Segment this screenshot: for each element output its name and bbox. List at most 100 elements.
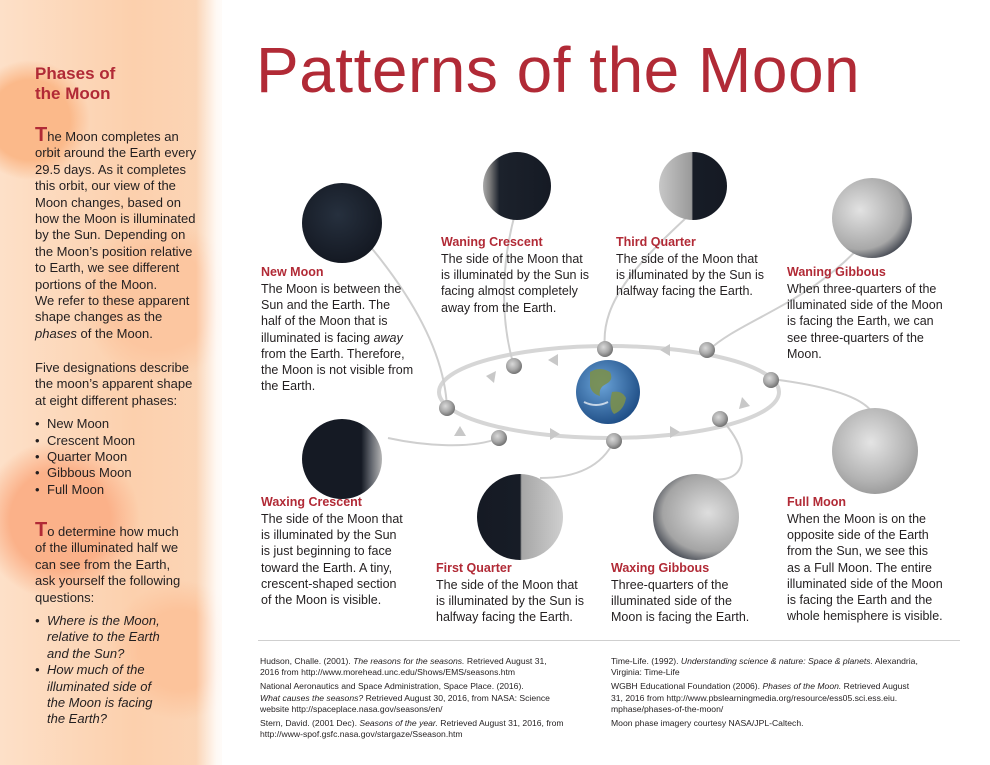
orbit-moon-waxing-gibbous (712, 411, 728, 427)
earth-landmass (590, 369, 626, 414)
sidebar-designations-paragraph: Five designations describe the moon’s ap… (35, 360, 210, 499)
description-line: Moon. (787, 346, 822, 361)
reference-entry: National Aeronautics and Space Administr… (260, 681, 605, 692)
moon-image-waning-crescent (483, 152, 551, 220)
reference-line: WGBH Educational Foundation (2006). Phas… (611, 681, 961, 692)
description-line: The side of the Moon that (616, 252, 758, 266)
connector-line (503, 199, 520, 367)
reference-title: Seasons of the year. (359, 718, 438, 729)
sidebar-title-line2: the Moon (35, 84, 111, 103)
drop-cap: T (35, 519, 48, 541)
description-line: is illuminated by the Sun is (436, 594, 584, 609)
reference-line: Time-Life. (1992). Understanding science… (611, 656, 961, 667)
description-line: Moon is facing the Earth. (611, 610, 750, 625)
connector-line (387, 437, 500, 447)
moon-image-full (832, 408, 918, 494)
description-line: the Earth. (261, 379, 316, 394)
description-line: of the Moon is visible. (261, 593, 382, 608)
description-line: from the Earth. Therefore, (261, 346, 405, 361)
designations-line: the moon’s apparent shape (35, 376, 193, 392)
orbit-arrow (670, 426, 680, 438)
reference-line: National Aeronautics and Space Administr… (260, 681, 524, 692)
question-line: the Moon is facing (47, 695, 153, 711)
intro-line: portions of the Moon. (35, 276, 158, 292)
page-title: Patterns of the Moon (256, 34, 861, 106)
intro-line: this orbit, our view of the (35, 178, 176, 194)
reference-text: Retrieved August 30, 2016, from NASA: Sc… (363, 692, 550, 703)
designations-line: Five designations describe (35, 360, 189, 375)
list-item: New Moon (35, 416, 210, 433)
connector-line (708, 231, 873, 351)
reference-line: Virginia: Time-Life (611, 667, 680, 678)
list-item: Quarter Moon (35, 449, 210, 466)
reference-text: Stern, David. (2001 Dec). (260, 718, 360, 729)
moon-image-first-quarter (477, 474, 563, 560)
intro-line: phases of the Moon. (35, 326, 210, 342)
description-line: is illuminated by the Sun is (616, 268, 764, 283)
intro-text: of the Moon. (76, 325, 153, 341)
description-line: Sun and the Earth. The (261, 298, 391, 313)
reference-line: website http://spaceplace.nasa.gov/seaso… (260, 703, 443, 714)
drop-cap: T (35, 124, 48, 146)
references-right-column: Time-Life. (1992). Understanding science… (611, 656, 961, 729)
reference-title: The reasons for the seasons. (353, 656, 465, 666)
intro-line: We refer to these apparent (35, 293, 190, 309)
question-line: and the Sun? (47, 645, 125, 661)
phase-description-waning-crescent: The side of the Moon that is illuminated… (441, 251, 611, 316)
list-item: Gibbous Moon (35, 465, 210, 482)
phase-title-waxing-crescent: Waxing Crescent (261, 495, 362, 509)
intro-text: he Moon completes an (47, 129, 179, 144)
reference-text: Time-Life. (1992). (611, 656, 681, 666)
list-item: How much of the illuminated side of the … (35, 662, 210, 728)
description-line: The side of the Moon that (261, 512, 403, 526)
reference-text: Alexandria, (872, 656, 918, 666)
intro-line: to Earth, we see different (35, 260, 180, 276)
orbit-arrow (486, 371, 496, 383)
moon-image-new (302, 183, 382, 263)
reference-title: Understanding science & nature: Space & … (680, 656, 873, 666)
description-line: When three-quarters of the (787, 282, 937, 296)
phase-description-new-moon: The Moon is between the Sun and the Eart… (261, 281, 441, 394)
description-line: crescent-shaped section (261, 576, 397, 591)
orbit-arrow (550, 428, 560, 440)
phase-description-waxing-crescent: The side of the Moon that is illuminated… (261, 511, 431, 608)
intro-line: how the Moon is illuminated (35, 211, 196, 227)
reference-line: 31, 2016 from http://www.pbslearningmedi… (611, 692, 898, 703)
description-line: is illuminated by the Sun (261, 528, 397, 543)
reference-line: 2016 from http://www.morehead.unc.edu/Sh… (260, 667, 516, 678)
reference-title: Phases of the Moon. (762, 681, 842, 692)
reference-entry: What causes the seasons? Retrieved Augus… (260, 693, 605, 715)
reference-entry: Stern, David. (2001 Dec). Seasons of the… (260, 718, 605, 740)
intro-line: 29.5 days. As it completes (35, 161, 187, 177)
intro-line: orbit around the Earth every (35, 145, 197, 161)
question-line: illuminated side of (47, 678, 152, 694)
intro-line: shape changes as the (35, 309, 163, 325)
description-line: illuminated side of the (611, 594, 732, 609)
reference-title: What causes the seasons? (260, 692, 364, 703)
intro-line: Moon changes, based on (35, 194, 181, 210)
orbit-moon-first-quarter (606, 433, 622, 449)
designations-line: at eight different phases: (35, 392, 178, 408)
connector-line (603, 204, 701, 349)
question-line: How much of the (47, 662, 145, 678)
reference-entry: Time-Life. (1992). Understanding science… (611, 656, 961, 678)
description-line: halfway facing the Earth. (436, 610, 573, 625)
moon-image-waning-gibbous (832, 178, 912, 258)
sidebar-heading: Phases of the Moon (35, 64, 210, 104)
orbit-arrow (739, 397, 750, 409)
reference-text: Retrieved August 31, (464, 656, 547, 666)
orbit-moon-waning-gibbous (699, 342, 715, 358)
description-line: half of the Moon that is (261, 314, 388, 329)
description-line: toward the Earth. A tiny, (261, 560, 393, 575)
phase-title-waning-crescent: Waning Crescent (441, 235, 543, 249)
references-left-column: Hudson, Challe. (2001). The reasons for … (260, 656, 605, 740)
reference-line: http://www-spof.gsfc.nasa.gov/stargaze/S… (260, 729, 463, 740)
intro-line: The Moon completes an (35, 124, 210, 146)
reference-entry: Hudson, Challe. (2001). The reasons for … (260, 656, 605, 678)
question-list: Where is the Moon, relative to the Earth… (35, 613, 210, 728)
reference-text: Retrieved August 31, 2016, from (437, 718, 564, 729)
phase-title-third-quarter: Third Quarter (616, 235, 696, 249)
moon-image-waxing-gibbous (653, 474, 739, 560)
description-line: is facing the Earth and the (787, 593, 933, 608)
